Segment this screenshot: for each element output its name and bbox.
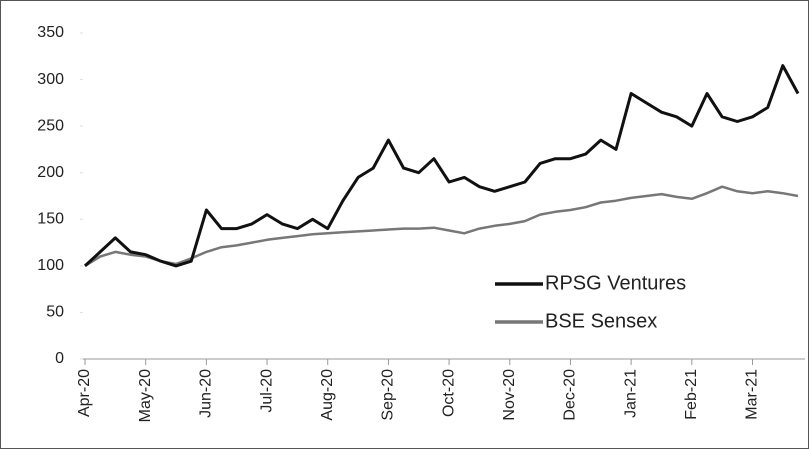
legend-label: RPSG Ventures (545, 272, 686, 294)
x-tick-label: Jul-20 (258, 369, 275, 413)
x-tick-label: Feb-21 (683, 369, 700, 420)
x-tick-label: Oct-20 (440, 369, 457, 417)
y-tick-label: 50 (46, 304, 64, 321)
x-tick-label: Apr-20 (76, 369, 93, 417)
y-tick-label: 0 (55, 350, 64, 367)
x-tick-label: Jun-20 (198, 369, 215, 418)
x-tick-label: Sep-20 (380, 369, 397, 421)
y-tick-label: 100 (37, 257, 64, 274)
x-tick-label: Aug-20 (319, 369, 336, 421)
x-tick-label: Nov-20 (501, 369, 518, 421)
x-tick-label: Dec-20 (562, 369, 579, 421)
x-tick-label: Mar-21 (744, 369, 761, 420)
series-line (83, 64, 800, 268)
y-tick-label: 200 (37, 164, 64, 181)
y-tick-label: 300 (37, 71, 64, 88)
y-tick-label: 350 (37, 24, 64, 41)
series-line (84, 185, 799, 267)
x-tick-label: Jan-21 (622, 369, 639, 418)
x-tick-label: May-20 (137, 369, 154, 422)
y-tick-label: 150 (37, 211, 64, 228)
legend-label: BSE Sensex (545, 310, 657, 332)
y-tick-label: 250 (37, 117, 64, 134)
